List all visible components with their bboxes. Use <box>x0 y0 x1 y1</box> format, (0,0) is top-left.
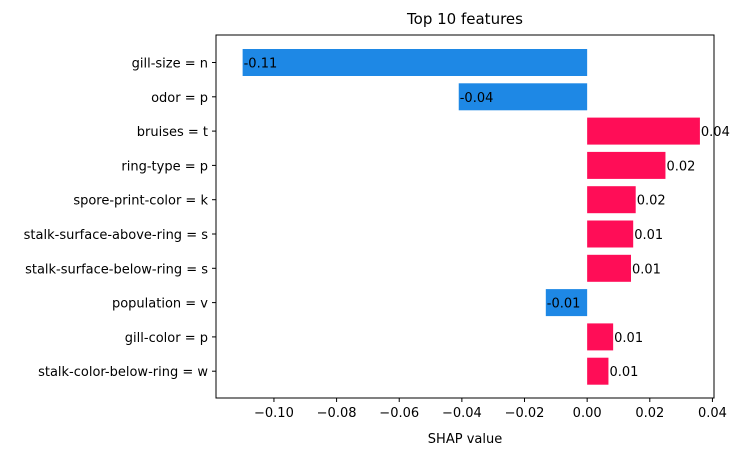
bar-4 <box>587 186 636 214</box>
x-axis-label: SHAP value <box>428 432 502 447</box>
x-axis: −0.10 −0.08 −0.06 −0.04 −0.02 0.00 0.02 0.04 <box>254 398 727 421</box>
x-tick-label: −0.08 <box>317 406 357 421</box>
x-tick-label: 0.02 <box>635 406 664 421</box>
y-tick-label: spore-print-color = k <box>73 194 208 209</box>
y-tick-label: gill-color = p <box>125 331 208 346</box>
bars-layer <box>242 49 700 385</box>
bar-value-label: 0.01 <box>632 262 661 277</box>
plot-frame <box>215 34 715 399</box>
x-tick-label: −0.04 <box>442 406 482 421</box>
x-tick-label: −0.10 <box>254 406 294 421</box>
bar-value-label: 0.04 <box>701 125 730 140</box>
bar-value-label: 0.02 <box>666 159 695 174</box>
y-tick-label: gill-size = n <box>132 57 208 72</box>
bar-value-label: 0.01 <box>634 228 663 243</box>
y-tick-label: stalk-surface-below-ring = s <box>25 262 208 277</box>
bar-value-label: -0.11 <box>244 57 278 72</box>
bar-8 <box>587 323 614 351</box>
bar-value-label: 0.02 <box>637 194 666 209</box>
x-tick-label: −0.02 <box>505 406 545 421</box>
chart-title: Top 10 features <box>406 10 523 28</box>
bar-5 <box>587 220 634 248</box>
value-labels-layer: -0.11 -0.04 0.04 0.02 0.02 0.01 0.01 -0.01 0.01 0… <box>244 57 730 381</box>
bar-3 <box>587 151 666 179</box>
bar-6 <box>587 254 631 282</box>
bar-9 <box>587 357 609 385</box>
bar-value-label: -0.04 <box>460 91 494 106</box>
y-axis: gill-size = n odor = p bruises = t ring-typ… <box>24 57 216 380</box>
bar-7 <box>545 289 588 317</box>
y-tick-label: ring-type = p <box>121 159 208 174</box>
y-tick-label: population = v <box>112 297 208 312</box>
y-tick-label: odor = p <box>151 91 208 106</box>
y-tick-label: stalk-color-below-ring = w <box>38 365 208 380</box>
bar-value-label: -0.01 <box>547 297 581 312</box>
bar-value-label: 0.01 <box>609 365 638 380</box>
x-tick-label: 0.00 <box>573 406 602 421</box>
x-tick-label: 0.04 <box>698 406 727 421</box>
bar-2 <box>587 117 700 145</box>
x-tick-label: −0.06 <box>379 406 419 421</box>
bar-1 <box>458 83 588 111</box>
bar-value-label: 0.01 <box>614 331 643 346</box>
bar-0 <box>242 49 588 76</box>
y-tick-label: stalk-surface-above-ring = s <box>24 228 209 243</box>
y-tick-label: bruises = t <box>137 125 208 140</box>
